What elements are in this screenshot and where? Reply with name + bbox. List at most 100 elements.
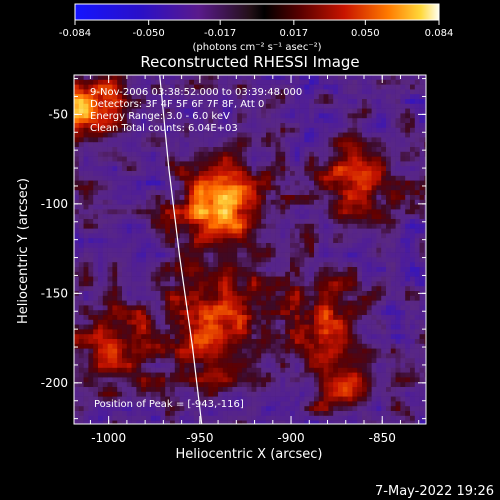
heatmap-pixel <box>93 415 99 421</box>
heatmap-pixel <box>93 103 99 109</box>
heatmap-pixel <box>256 252 262 258</box>
heatmap-pixel <box>146 406 152 412</box>
heatmap-pixel <box>136 377 142 383</box>
heatmap-pixel <box>366 195 372 201</box>
heatmap-pixel <box>309 295 315 301</box>
heatmap-pixel <box>83 204 89 210</box>
heatmap-pixel <box>347 310 353 316</box>
heatmap-pixel <box>88 195 94 201</box>
heatmap-pixel <box>366 127 372 133</box>
heatmap-pixel <box>328 123 334 129</box>
heatmap-pixel <box>165 219 171 225</box>
heatmap-pixel <box>83 406 89 412</box>
heatmap-pixel <box>242 214 248 220</box>
heatmap-pixel <box>198 228 204 234</box>
heatmap-pixel <box>131 315 137 321</box>
heatmap-pixel <box>395 113 401 119</box>
heatmap-pixel <box>102 262 108 268</box>
heatmap-pixel <box>160 324 166 330</box>
heatmap-pixel <box>395 281 401 287</box>
heatmap-pixel <box>117 89 123 95</box>
heatmap-pixel <box>328 238 334 244</box>
heatmap-pixel <box>266 113 272 119</box>
heatmap-pixel <box>213 387 219 393</box>
heatmap-pixel <box>203 377 209 383</box>
heatmap-pixel <box>179 358 185 364</box>
heatmap-pixel <box>280 238 286 244</box>
heatmap-pixel <box>386 233 392 239</box>
heatmap-pixel <box>126 291 132 297</box>
heatmap-pixel <box>237 199 243 205</box>
heatmap-pixel <box>74 286 80 292</box>
heatmap-pixel <box>352 243 358 249</box>
heatmap-pixel <box>203 161 209 167</box>
heatmap-pixel <box>338 118 344 124</box>
heatmap-pixel <box>78 377 84 383</box>
heatmap-pixel <box>299 411 305 417</box>
heatmap-pixel <box>98 291 104 297</box>
heatmap-pixel <box>194 387 200 393</box>
heatmap-pixel <box>189 300 195 306</box>
heatmap-pixel <box>237 223 243 229</box>
colorbar-tick-label: -0.050 <box>133 28 165 39</box>
heatmap-pixel <box>366 123 372 129</box>
heatmap-pixel <box>338 219 344 225</box>
heatmap-pixel <box>150 334 156 340</box>
heatmap-pixel <box>386 103 392 109</box>
heatmap-pixel <box>189 195 195 201</box>
heatmap-pixel <box>131 276 137 282</box>
heatmap-pixel <box>170 142 176 148</box>
heatmap-pixel <box>304 127 310 133</box>
heatmap-pixel <box>179 233 185 239</box>
heatmap-pixel <box>213 219 219 225</box>
heatmap-pixel <box>314 271 320 277</box>
heatmap-pixel <box>208 175 214 181</box>
heatmap-pixel <box>98 132 104 138</box>
heatmap-pixel <box>237 281 243 287</box>
heatmap-pixel <box>347 190 353 196</box>
heatmap-pixel <box>136 99 142 105</box>
heatmap-pixel <box>242 252 248 258</box>
heatmap-pixel <box>184 214 190 220</box>
heatmap-pixel <box>357 219 363 225</box>
heatmap-pixel <box>362 185 368 191</box>
heatmap-pixel <box>227 401 233 407</box>
heatmap-pixel <box>107 324 113 330</box>
heatmap-pixel <box>256 324 262 330</box>
heatmap-pixel <box>189 151 195 157</box>
heatmap-pixel <box>122 300 128 306</box>
heatmap-pixel <box>74 271 80 277</box>
heatmap-pixel <box>386 180 392 186</box>
heatmap-pixel <box>314 262 320 268</box>
heatmap-pixel <box>194 161 200 167</box>
heatmap-pixel <box>170 247 176 253</box>
heatmap-pixel <box>266 180 272 186</box>
heatmap-pixel <box>275 209 281 215</box>
heatmap-pixel <box>242 281 248 287</box>
heatmap-pixel <box>318 257 324 263</box>
heatmap-pixel <box>357 367 363 373</box>
heatmap-pixel <box>74 233 80 239</box>
heatmap-pixel <box>83 151 89 157</box>
heatmap-pixel <box>174 175 180 181</box>
heatmap-pixel <box>227 127 233 133</box>
heatmap-pixel <box>150 127 156 133</box>
heatmap-pixel <box>318 175 324 181</box>
heatmap-pixel <box>266 84 272 90</box>
heatmap-pixel <box>146 103 152 109</box>
heatmap-pixel <box>304 329 310 335</box>
heatmap-pixel <box>314 156 320 162</box>
heatmap-pixel <box>88 382 94 388</box>
heatmap-pixel <box>122 228 128 234</box>
heatmap-pixel <box>333 339 339 345</box>
heatmap-pixel <box>218 353 224 359</box>
heatmap-pixel <box>285 209 291 215</box>
heatmap-pixel <box>160 319 166 325</box>
heatmap-pixel <box>74 228 80 234</box>
heatmap-pixel <box>184 348 190 354</box>
heatmap-pixel <box>189 420 195 424</box>
heatmap-pixel <box>165 411 171 417</box>
heatmap-pixel <box>227 305 233 311</box>
heatmap-pixel <box>280 89 286 95</box>
heatmap-pixel <box>280 367 286 373</box>
